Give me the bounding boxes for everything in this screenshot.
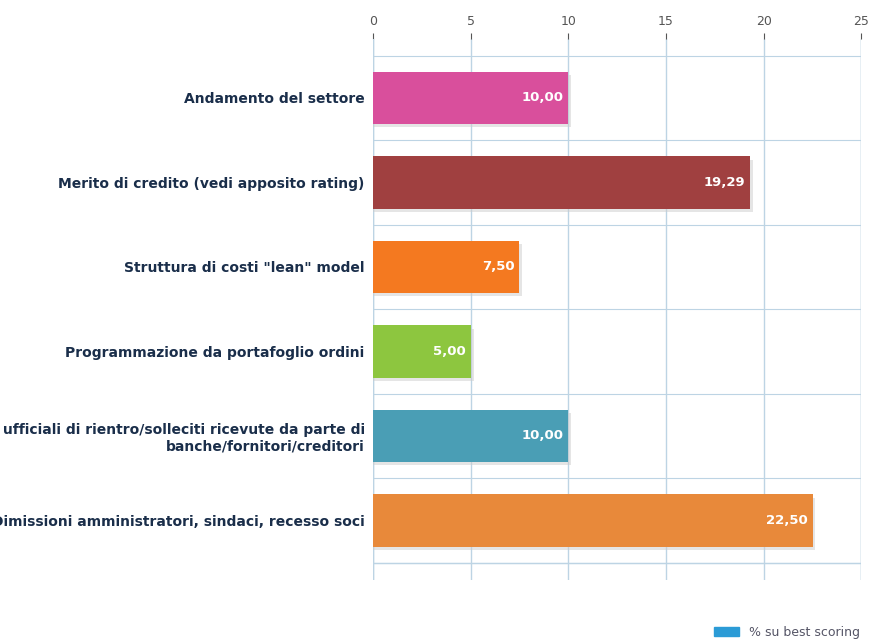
Bar [373,156,749,209]
Bar [373,241,519,293]
FancyBboxPatch shape [373,413,571,466]
Text: 7,50: 7,50 [482,260,514,273]
FancyBboxPatch shape [373,328,473,381]
FancyBboxPatch shape [373,498,815,550]
Bar [373,71,568,124]
Bar [373,494,813,547]
FancyBboxPatch shape [373,75,571,128]
Text: 22,50: 22,50 [765,514,808,527]
Bar [373,410,568,462]
FancyBboxPatch shape [373,244,522,296]
Text: 19,29: 19,29 [703,176,745,189]
Text: 10,00: 10,00 [521,430,564,442]
Text: 10,00: 10,00 [521,91,564,104]
Legend: % su best scoring: % su best scoring [709,621,865,643]
Text: 5,00: 5,00 [433,345,465,358]
Bar [373,325,471,377]
FancyBboxPatch shape [373,160,753,212]
